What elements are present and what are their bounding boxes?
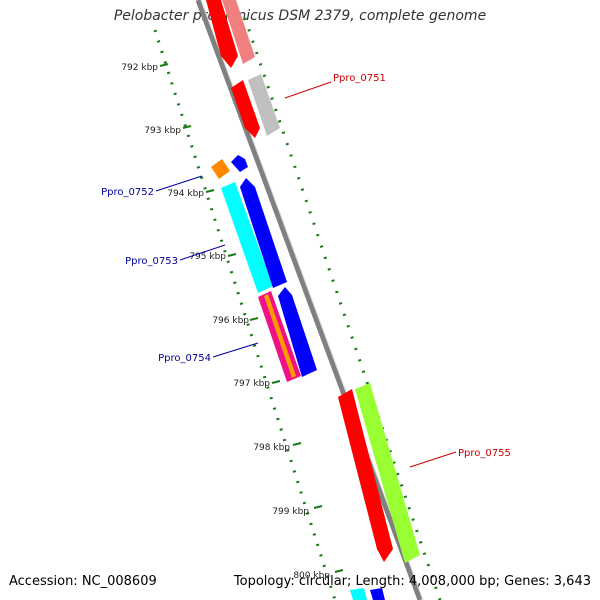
tick-group: 800 kbp — [293, 569, 344, 581]
tick-group: 799 kbp — [272, 505, 323, 517]
tick-label: 798 kbp — [253, 443, 290, 453]
gene-feature[interactable] — [248, 74, 280, 136]
tick-label: 796 kbp — [212, 316, 249, 326]
tick-label: 794 kbp — [167, 189, 204, 199]
gene-label-ppro-0753[interactable]: Ppro_0753 — [125, 256, 178, 267]
gene-label-ppro-0751[interactable]: Ppro_0751 — [333, 73, 386, 84]
gene-label-ppro-0755[interactable]: Ppro_0755 — [458, 448, 511, 459]
tick-group: 796 kbp — [212, 316, 259, 326]
gene-feature[interactable] — [355, 383, 420, 563]
gene-feature[interactable] — [278, 287, 317, 377]
inner-dotted-track — [153, 29, 337, 600]
gene-feature[interactable] — [350, 588, 367, 600]
tick-label: 800 kbp — [293, 571, 330, 581]
label-leader-line — [409, 451, 457, 468]
label-leader-line — [212, 342, 259, 358]
accession-text: Accession: NC_008609 — [9, 574, 157, 589]
gene-feature[interactable] — [211, 159, 230, 179]
gene-feature[interactable] — [240, 178, 287, 288]
tick-group: 798 kbp — [253, 442, 302, 453]
backbone-line — [195, 0, 423, 600]
tick-group: 792 kbp — [121, 63, 169, 73]
tick-label: 799 kbp — [272, 507, 309, 517]
gene-label-ppro-0752[interactable]: Ppro_0752 — [101, 187, 154, 198]
gene-feature[interactable] — [206, 0, 238, 68]
label-leader-line — [284, 81, 332, 99]
genome-summary-text: Topology: circular; Length: 4,008,000 bp… — [233, 574, 591, 589]
tick-label: 797 kbp — [233, 379, 270, 389]
gene-feature[interactable] — [221, 182, 273, 293]
gene-feature[interactable] — [338, 389, 393, 562]
gene-feature[interactable] — [231, 80, 260, 138]
gene-feature[interactable] — [370, 588, 385, 600]
tick-group: 795 kbp — [189, 252, 237, 262]
label-leader-line — [179, 244, 226, 261]
label-leader-line — [155, 175, 203, 192]
tick-group: 797 kbp — [233, 379, 281, 389]
tick-label: 793 kbp — [144, 126, 181, 136]
gene-label-ppro-0754[interactable]: Ppro_0754 — [158, 353, 211, 364]
tick-group: 794 kbp — [167, 189, 215, 199]
tick-group: 793 kbp — [144, 125, 192, 136]
tick-label: 792 kbp — [121, 63, 158, 73]
tick-label: 795 kbp — [189, 252, 226, 262]
gene-feature[interactable] — [222, 0, 255, 64]
gene-feature[interactable] — [231, 155, 248, 172]
gene-feature[interactable] — [264, 294, 296, 378]
